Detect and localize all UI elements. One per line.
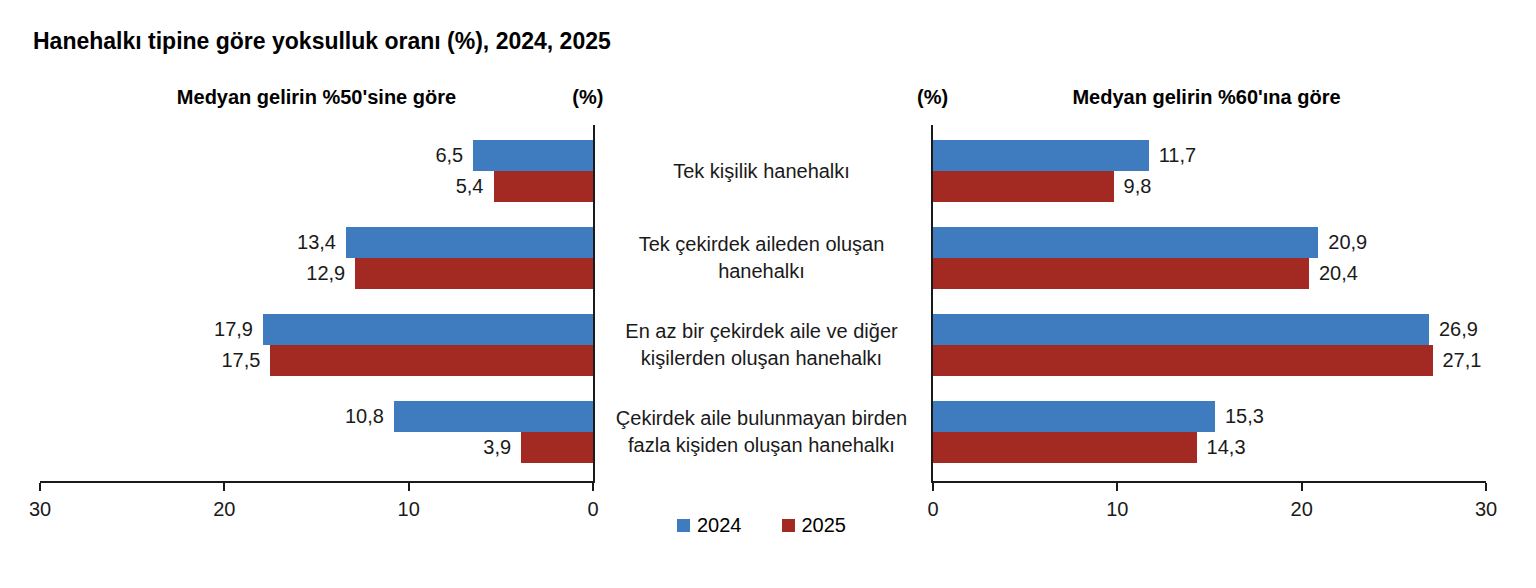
axis-tick-label-left-10: 10 (398, 498, 420, 521)
axis-tick-right-0 (932, 483, 934, 491)
bar-2024-right-0 (933, 140, 1149, 171)
value-label-2024-left-3: 10,8 (345, 401, 384, 432)
legend-item-2024: 2024 (677, 514, 742, 537)
plot-right: 11,720,926,915,39,820,427,114,30102030 (931, 125, 1486, 483)
category-label-0: Tek kişilik hanehalkı (597, 158, 927, 185)
legend-label-2025: 2025 (802, 514, 847, 537)
bar-2025-left-1 (355, 258, 593, 289)
category-labels: Tek kişilik hanehalkı Tek çekirdek ailede… (593, 125, 930, 481)
value-label-2024-right-2: 26,9 (1439, 314, 1478, 345)
value-label-2025-right-0: 9,8 (1124, 171, 1152, 202)
axis-tick-label-left-30: 30 (29, 498, 51, 521)
value-label-2025-right-2: 27,1 (1443, 345, 1482, 376)
axis-tick-right-10 (1116, 483, 1118, 491)
value-label-2024-left-2: 17,9 (214, 314, 253, 345)
axis-tick-left-0 (592, 483, 594, 491)
bar-2024-left-1 (346, 227, 593, 258)
chart-title: Hanehalkı tipine göre yoksulluk oranı (%… (33, 28, 611, 55)
value-label-2024-right-3: 15,3 (1225, 401, 1264, 432)
bar-2024-left-0 (473, 140, 593, 171)
axis-tick-label-left-20: 20 (213, 498, 235, 521)
axis-tick-label-right-10: 10 (1106, 498, 1128, 521)
bar-2024-left-2 (263, 314, 593, 345)
value-label-2025-left-1: 12,9 (306, 258, 345, 289)
bar-2024-right-1 (933, 227, 1318, 258)
value-label-2025-right-3: 14,3 (1207, 432, 1246, 463)
chart-canvas: Hanehalkı tipine göre yoksulluk oranı (%… (0, 0, 1536, 588)
legend-swatch-2024 (677, 519, 690, 532)
legend-label-2024: 2024 (697, 514, 742, 537)
legend-swatch-2025 (782, 519, 795, 532)
axis-tick-label-right-30: 30 (1475, 498, 1497, 521)
left-unit-label: (%) (572, 86, 603, 109)
value-label-2025-left-2: 17,5 (221, 345, 260, 376)
legend-item-2025: 2025 (782, 514, 847, 537)
legend: 2024 2025 (593, 514, 930, 537)
bar-2024-right-3 (933, 401, 1215, 432)
value-label-2024-right-0: 11,7 (1159, 140, 1196, 171)
value-label-2025-right-1: 20,4 (1319, 258, 1358, 289)
value-label-2025-left-0: 5,4 (456, 171, 484, 202)
category-label-2: En az bir çekirdek aile ve diğer kişiler… (597, 318, 927, 372)
bar-2024-right-2 (933, 314, 1429, 345)
axis-tick-left-30 (39, 483, 41, 491)
bar-2025-left-0 (494, 171, 594, 202)
axis-tick-label-right-20: 20 (1291, 498, 1313, 521)
value-label-2024-left-1: 13,4 (297, 227, 336, 258)
right-panel-header: Medyan gelirin %60'ına göre (930, 86, 1483, 109)
bar-2025-right-2 (933, 345, 1433, 376)
category-label-1: Tek çekirdek aileden oluşan hanehalkı (597, 231, 927, 285)
bar-2025-left-2 (270, 345, 593, 376)
value-label-2024-left-0: 6,5 (435, 140, 463, 171)
bar-2025-right-3 (933, 432, 1197, 463)
value-label-2025-left-3: 3,9 (483, 432, 511, 463)
plot-left: 6,513,417,910,85,412,917,53,93020100 (40, 125, 595, 483)
axis-tick-left-10 (408, 483, 410, 491)
bar-2025-left-3 (521, 432, 593, 463)
axis-tick-left-20 (223, 483, 225, 491)
left-panel-header: Medyan gelirin %50'sine göre (40, 86, 593, 109)
bar-2024-left-3 (394, 401, 593, 432)
axis-tick-right-20 (1301, 483, 1303, 491)
axis-tick-right-30 (1485, 483, 1487, 491)
category-label-3: Çekirdek aile bulunmayan birden fazla ki… (597, 405, 927, 459)
bar-2025-right-0 (933, 171, 1114, 202)
bar-2025-right-1 (933, 258, 1309, 289)
value-label-2024-right-1: 20,9 (1328, 227, 1367, 258)
